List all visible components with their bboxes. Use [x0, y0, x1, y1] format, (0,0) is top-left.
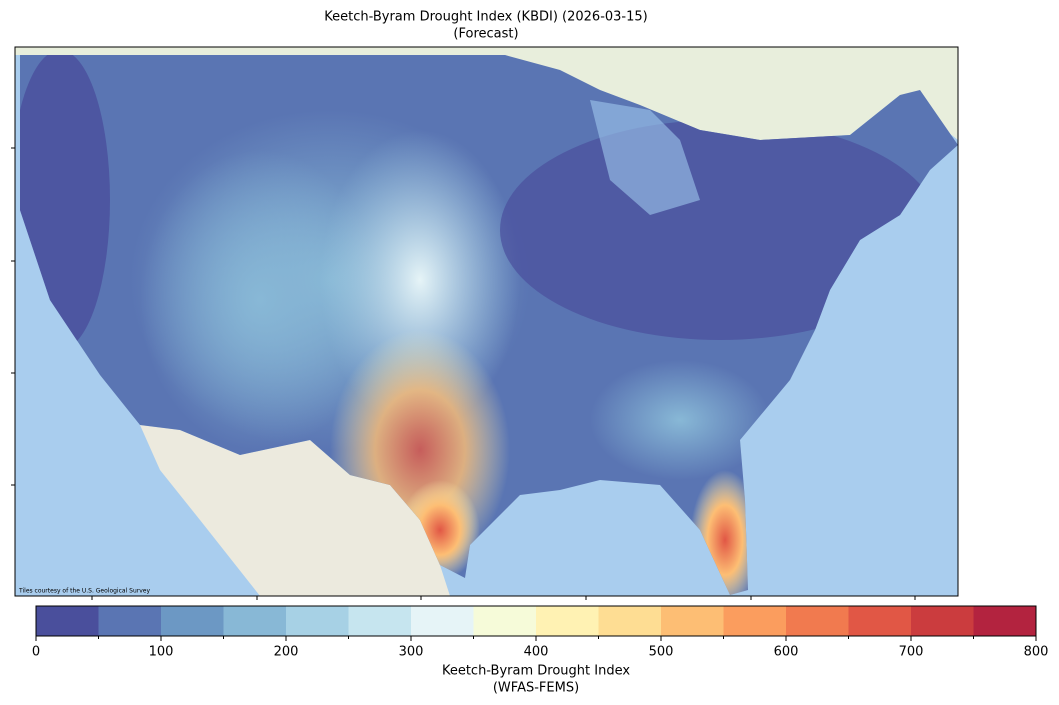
colorbar-label: Keetch-Byram Drought Index: [442, 664, 630, 679]
colorbar-bin: [848, 606, 911, 636]
colorbar-tick-label: 0: [32, 645, 40, 660]
map-title: Keetch-Byram Drought Index (KBDI) (2026-…: [324, 10, 647, 25]
colorbar-bin: [973, 606, 1036, 636]
colorbar-bin: [286, 606, 349, 636]
colorbar-bin: [411, 606, 474, 636]
colorbar-tick-label: 800: [1024, 645, 1049, 660]
great-lakes: [590, 100, 700, 215]
colorbar-tick-label: 400: [524, 645, 549, 660]
map-subtitle: (Forecast): [453, 27, 518, 42]
colorbar-tick-label: 300: [399, 645, 424, 660]
colorbar-bin: [473, 606, 536, 636]
axis-ticks: [11, 147, 916, 600]
colorbar-bin: [598, 606, 661, 636]
colorbar-bin: [661, 606, 724, 636]
map-frame: [14, 46, 959, 597]
mexico-land: [140, 425, 450, 596]
canada-land: [15, 47, 958, 140]
colorbar-bin: [36, 606, 99, 636]
colorbar-bin: [536, 606, 599, 636]
colorbar-tick-label: 100: [149, 645, 174, 660]
colorbar-bin: [223, 606, 286, 636]
map-area: Tiles courtesy of the U.S. Geological Su…: [11, 46, 959, 600]
colorbar-bin: [98, 606, 161, 636]
colorbar-bin: [348, 606, 411, 636]
colorbar-tick-label: 200: [274, 645, 299, 660]
colorbar-tick-label: 600: [774, 645, 799, 660]
colorbar-sublabel: (WFAS-FEMS): [493, 681, 579, 696]
attribution: Tiles courtesy of the U.S. Geological Su…: [18, 588, 150, 595]
colorbar-tick-label: 700: [899, 645, 924, 660]
colorbar-bin: [786, 606, 849, 636]
colorbar-bin: [161, 606, 224, 636]
colorbar-bin: [723, 606, 786, 636]
colorbar-bin: [911, 606, 974, 636]
colorbar-tick-label: 500: [649, 645, 674, 660]
